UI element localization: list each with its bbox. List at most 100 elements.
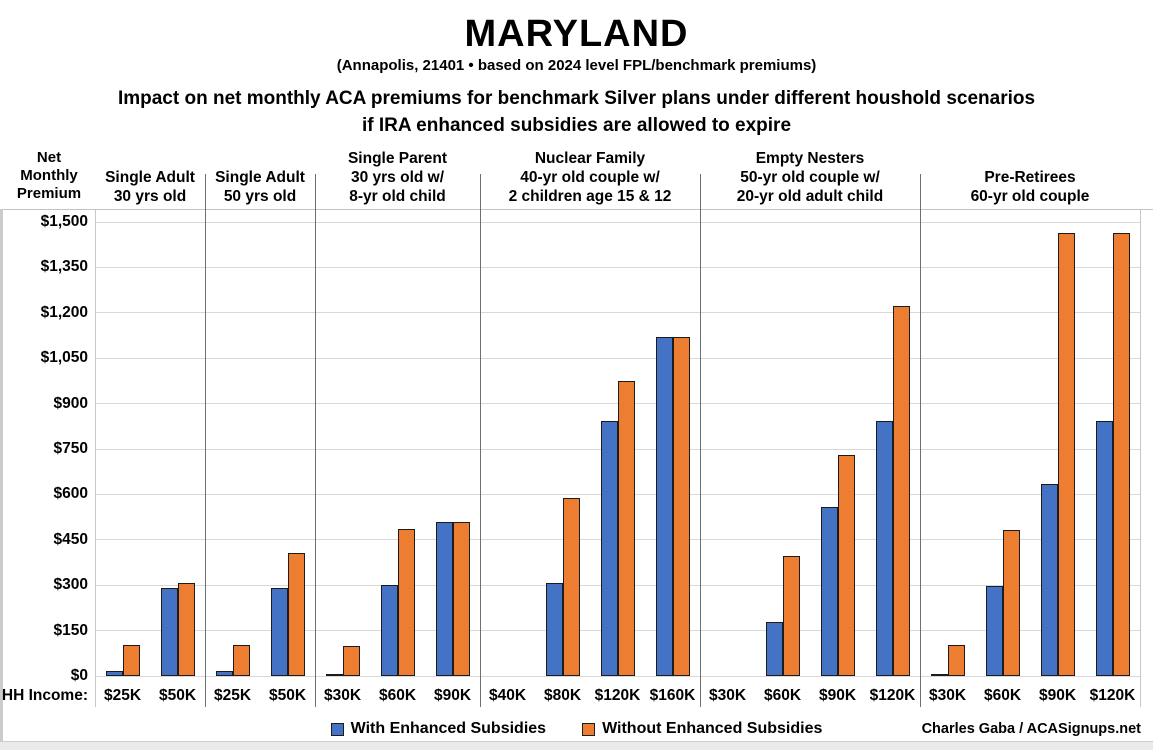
income-label: $30K [708,687,747,704]
group-header-line: 30 yrs old [113,188,187,205]
group-header-line: 2 children age 15 & 12 [508,188,672,205]
group-header-line: Empty Nesters [755,150,865,167]
bar-without-enhanced-subsidies [397,528,415,676]
income-label: $60K [378,687,417,704]
bar-without-enhanced-subsidies [287,553,305,676]
income-label: $120K [594,687,641,704]
bottom-edge-strip [0,741,1153,750]
gridline [95,675,1140,677]
y-axis-title-line: Premium [16,185,82,202]
bar-with-enhanced-subsidies [325,674,343,676]
bar-without-enhanced-subsidies [232,644,250,676]
y-tick-label: $1,350 [40,258,88,276]
bar-with-enhanced-subsidies [930,673,948,676]
bar-with-enhanced-subsidies [1040,484,1058,676]
bar-without-enhanced-subsidies [1057,232,1075,676]
chart-description-line1: Impact on net monthly ACA premiums for b… [117,88,1036,109]
group-header-line: 40-yr old couple w/ [520,169,660,186]
y-tick-label: $1,500 [40,213,88,230]
chart-description: Impact on net monthly ACA premiums for b… [0,85,1153,139]
bar-with-enhanced-subsidies [985,586,1003,676]
group-header-line: Single Adult [215,169,305,186]
bar-with-enhanced-subsidies [600,421,618,676]
y-tick-label: $450 [53,530,88,548]
group-header: Single Adult 30 yrs old [95,168,205,206]
gridline [95,312,1140,314]
bar-without-enhanced-subsidies [342,645,360,676]
legend-swatch-orange-icon [582,722,596,736]
bar-with-enhanced-subsidies [765,621,783,676]
bar-with-enhanced-subsidies [820,507,838,676]
group-header-line: 50 yrs old [223,188,297,205]
chart-description-line2: if IRA enhanced subsidies are allowed to… [361,115,792,136]
group-header-line: Single Parent [347,150,448,167]
group-separator [920,174,921,707]
y-tick-label: $0 [70,667,88,684]
bar-without-enhanced-subsidies [892,305,910,676]
bar-without-enhanced-subsidies [562,498,580,676]
chart-subtitle: (Annapolis, 21401 • based on 2024 level … [336,57,817,74]
group-separator [480,174,481,707]
bar-with-enhanced-subsidies [655,337,673,676]
legend-item-with-enhanced: With Enhanced Subsidies [330,720,546,738]
bar-without-enhanced-subsidies [782,556,800,676]
bar-with-enhanced-subsidies [545,582,563,676]
group-header-line: 20-yr old adult child [736,188,884,205]
gridline [95,221,1140,223]
group-header-line: 30 yrs old w/ [350,169,445,186]
income-label: $120K [1089,687,1136,704]
bar-without-enhanced-subsidies [1002,529,1020,676]
group-separator [700,174,701,707]
header-divider-line [0,209,1153,210]
chart-title: MARYLAND [464,13,689,55]
group-header: Empty Nesters 50-yr old couple w/20-yr ol… [700,149,920,206]
y-tick-label: $900 [53,394,88,412]
left-edge-strip [0,209,3,742]
group-header-line: 60-yr old couple [970,188,1090,205]
bar-without-enhanced-subsidies [177,583,195,676]
y-axis-title: Net Monthly Premium [8,149,90,203]
group-header: Pre-Retirees 60-yr old couple [920,168,1140,206]
bar-without-enhanced-subsidies [672,337,690,676]
credit-text: Charles Gaba / ACASignups.net [921,721,1141,737]
bar-without-enhanced-subsidies [617,380,635,676]
income-label: $90K [433,687,472,704]
income-label: $50K [158,687,197,704]
group-header: Nuclear Family 40-yr old couple w/2 child… [480,149,700,206]
bar-with-enhanced-subsidies [875,421,893,676]
income-label: $25K [213,687,252,704]
bar-with-enhanced-subsidies [215,671,233,676]
y-tick-label: $150 [53,621,88,639]
legend-label-without-enhanced: Without Enhanced Subsidies [602,720,823,737]
y-tick-label: $600 [53,485,88,503]
income-label: $25K [103,687,142,704]
hh-income-label: HH Income: [1,687,88,704]
group-separator [205,174,206,707]
bar-without-enhanced-subsidies [1112,232,1130,676]
income-label: $60K [763,687,802,704]
y-tick-label: $300 [53,576,88,594]
y-axis-title-line: Monthly [20,167,78,184]
group-header-line: 8-yr old child [349,188,446,205]
income-label: $60K [983,687,1022,704]
income-label: $50K [268,687,307,704]
bar-without-enhanced-subsidies [947,645,965,676]
gridline [95,357,1140,359]
group-header: Single Parent 30 yrs old w/8-yr old child [315,149,480,206]
income-label: $30K [323,687,362,704]
bar-with-enhanced-subsidies [270,587,288,676]
gridline [95,266,1140,268]
bar-with-enhanced-subsidies [160,587,178,676]
legend-swatch-blue-icon [330,722,344,736]
group-header-line: Pre-Retirees [984,169,1076,186]
bar-with-enhanced-subsidies [105,671,123,676]
income-label: $120K [869,687,916,704]
legend-item-without-enhanced: Without Enhanced Subsidies [582,720,822,738]
bar-with-enhanced-subsidies [1095,421,1113,676]
group-separator [315,174,316,707]
y-tick-label: $1,050 [40,349,88,367]
y-tick-label: $1,200 [40,303,88,321]
plot-left-border [95,209,96,707]
y-axis-title-line: Net [36,149,62,166]
